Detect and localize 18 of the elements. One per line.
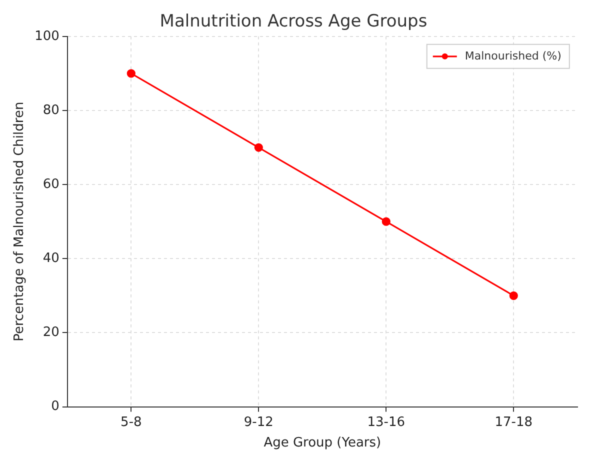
legend-label: Malnourished (%) <box>464 49 562 62</box>
x-tick-label: 13-16 <box>367 414 406 430</box>
point <box>126 69 136 78</box>
x-tick-label: 9-12 <box>244 414 274 430</box>
y-axis-title: Percentage of Malnourished Children <box>12 102 28 342</box>
y-tick-label: 60 <box>42 176 60 192</box>
y-tick-label: 40 <box>42 251 60 266</box>
x-tick-label: 5-8 <box>120 414 142 430</box>
point <box>509 291 518 300</box>
point <box>382 217 390 226</box>
x-tick-label: 17-18 <box>494 414 533 430</box>
y-tick-label: 0 <box>51 399 60 414</box>
point <box>254 143 263 152</box>
chart-title: Malnutrition Across Age Groups <box>160 12 428 32</box>
y-tick-label: 100 <box>34 28 60 44</box>
y-tick-label: 80 <box>42 102 60 118</box>
y-tick-label: 20 <box>42 325 60 340</box>
x-axis-title: Age Group (Years) <box>264 436 382 451</box>
